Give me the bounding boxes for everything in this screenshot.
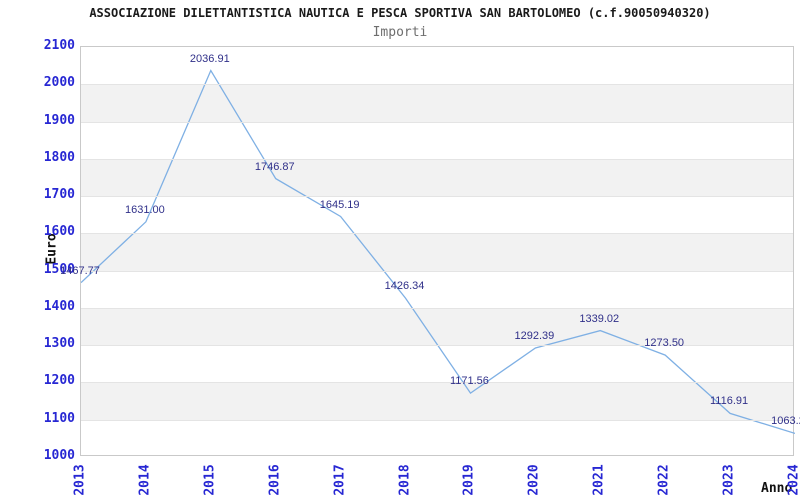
x-tick-label: 2022 (656, 464, 672, 496)
grid-band (81, 233, 793, 271)
data-point-label: 1631.00 (125, 203, 165, 216)
importi-line-series (81, 69, 795, 435)
line-chart-canvas (81, 69, 795, 435)
gridline (81, 121, 793, 123)
grid-band (81, 84, 793, 122)
data-point-label: 1645.19 (319, 198, 360, 211)
x-tick-label: 2021 (591, 464, 607, 496)
gridline (81, 270, 793, 272)
data-point-label: 1292.39 (514, 330, 555, 343)
x-tick-label: 2018 (397, 464, 413, 496)
y-tick-label: 2100 (43, 38, 75, 53)
x-tick-label: 2024 (786, 464, 800, 496)
data-point-label: 1273.50 (644, 337, 685, 350)
x-tick-label: 2016 (267, 464, 283, 496)
data-point-label: 1746.87 (254, 160, 295, 173)
gridline (81, 345, 793, 347)
gridline (81, 419, 793, 421)
data-point-label: 1171.56 (449, 375, 489, 388)
y-tick-label: 1200 (43, 373, 75, 389)
gridline (81, 158, 793, 160)
data-point-label: 2036.91 (189, 52, 230, 65)
x-tick-label: 2019 (461, 464, 477, 496)
x-tick-label: 2023 (721, 464, 737, 496)
gridline (81, 307, 793, 309)
grid-band (81, 307, 793, 346)
gridline (81, 84, 793, 86)
grid-band (81, 382, 793, 420)
data-point-label: 1467.77 (60, 264, 100, 277)
y-tick-label: 1600 (43, 224, 75, 240)
gridline (81, 196, 793, 198)
gridline (81, 233, 793, 235)
data-point-label: 1426.34 (384, 280, 425, 293)
gridline (81, 382, 793, 384)
x-tick-label: 2015 (202, 464, 218, 496)
grid-band (81, 158, 793, 197)
y-tick-label: 1500 (43, 261, 75, 277)
data-point-label: 1339.02 (579, 312, 620, 325)
chart-subtitle: Importi (372, 25, 428, 40)
y-tick-label: 1800 (43, 149, 75, 165)
y-tick-label: 1700 (43, 187, 75, 203)
y-tick-label: 2000 (43, 75, 75, 91)
y-tick-label: 1300 (43, 336, 75, 352)
y-tick-label: 1400 (43, 298, 75, 314)
x-tick-label: 2014 (137, 464, 153, 496)
x-tick-label: 2020 (526, 464, 542, 496)
chart-title: ASSOCIAZIONE DILETTANTISTICA NAUTICA E P… (89, 6, 711, 20)
data-point-label: 1063.2 (771, 415, 800, 428)
x-axis-label: Anno (761, 481, 793, 496)
y-tick-label: 1100 (43, 410, 75, 426)
x-tick-label: 2013 (72, 464, 88, 496)
plot-area (80, 46, 795, 456)
y-tick-label: 1900 (43, 112, 75, 128)
y-tick-label: 1000 (43, 448, 75, 463)
x-tick-label: 2017 (332, 464, 348, 496)
data-point-label: 1116.91 (710, 395, 749, 408)
